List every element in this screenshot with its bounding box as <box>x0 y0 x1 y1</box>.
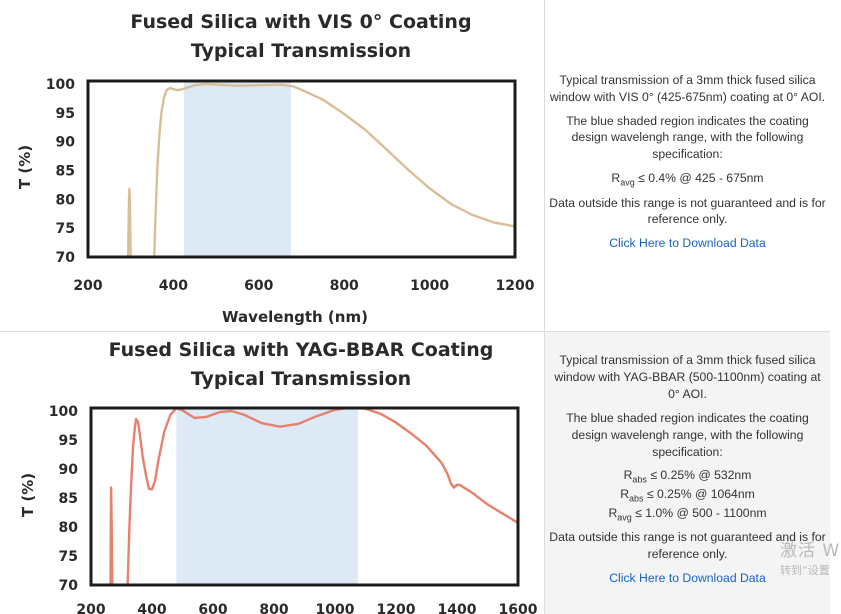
info-disclaimer: Data outside this range is not guarantee… <box>549 195 826 227</box>
os-activation-watermark: 激活 W 转到“设置 <box>780 536 840 578</box>
chart-title-line: Typical Transmission <box>191 368 411 390</box>
info-description: Typical transmission of a 3mm thick fuse… <box>549 72 826 104</box>
spec-value: ≤ 0.25% @ 1064nm <box>643 486 755 501</box>
y-tick-label: 70 <box>56 250 76 266</box>
y-tick-label: 75 <box>59 549 78 565</box>
x-axis-label: Wavelength (nm) <box>222 308 368 326</box>
y-tick-label: 75 <box>56 221 75 237</box>
spec-list: Rabs ≤ 0.25% @ 532nm Rabs ≤ 0.25% @ 1064n… <box>608 467 766 523</box>
x-tick-label: 200 <box>73 278 102 294</box>
spec-line: Rabs ≤ 0.25% @ 532nm <box>608 467 766 486</box>
x-tick-label: 800 <box>259 602 288 614</box>
y-tick-label: 95 <box>56 106 75 122</box>
spec-subscript: avg <box>620 177 635 188</box>
spec-subscript: abs <box>632 474 647 485</box>
spec-value: ≤ 1.0% @ 500 - 1100nm <box>631 505 767 520</box>
y-tick-label: 85 <box>56 164 75 180</box>
spec-value: ≤ 0.25% @ 532nm <box>646 468 752 483</box>
transmission-curve-segment <box>153 82 515 257</box>
transmission-curve-segment <box>109 486 114 585</box>
spec-subscript: abs <box>629 493 644 504</box>
x-tick-label: 200 <box>76 602 105 614</box>
chart-title-line: Typical Transmission <box>191 40 411 62</box>
download-data-link[interactable]: Click Here to Download Data <box>609 570 766 585</box>
coating-design-range-band <box>176 408 358 585</box>
spec-symbol: R <box>623 468 633 483</box>
x-tick-label: 400 <box>137 602 166 614</box>
download-data-link[interactable]: Click Here to Download Data <box>609 236 766 251</box>
x-tick-label: 600 <box>244 278 273 294</box>
spec-symbol: R <box>608 505 618 520</box>
x-tick-label: 1000 <box>316 602 355 614</box>
plot-frame <box>86 79 517 259</box>
y-tick-label: 100 <box>49 404 78 420</box>
x-tick-label: 400 <box>159 278 188 294</box>
info-disclaimer: Data outside this range is not guarantee… <box>549 530 826 561</box>
info-panel-vis: Typical transmission of a 3mm thick fuse… <box>545 0 830 331</box>
x-tick-label: 1000 <box>410 278 449 294</box>
info-description: Typical transmission of a 3mm thick fuse… <box>554 353 821 402</box>
info-shade-note: The blue shaded region indicates the coa… <box>566 410 809 459</box>
chart-cell-yag: Fused Silica with YAG-BBAR Coating Typica… <box>0 332 545 614</box>
spec-line: Ravg ≤ 0.4% @ 425 - 675nm <box>611 170 763 189</box>
x-tick-label: 1200 <box>496 278 535 294</box>
info-panel-yag: Typical transmission of a 3mm thick fuse… <box>545 332 830 614</box>
spec-line: Rabs ≤ 0.25% @ 1064nm <box>608 486 766 505</box>
x-tick-label: 1600 <box>499 602 538 614</box>
info-shade-note: The blue shaded region indicates the coa… <box>566 113 809 162</box>
chart-title-line: Fused Silica with VIS 0° Coating <box>130 11 471 33</box>
y-tick-label: 95 <box>59 433 78 449</box>
x-tick-label: 800 <box>330 278 359 294</box>
watermark-line-1: 激活 W <box>780 541 841 561</box>
chart-row-yag: Fused Silica with YAG-BBAR Coating Typica… <box>0 332 830 614</box>
y-tick-label: 100 <box>46 77 75 93</box>
page-edge <box>831 0 841 614</box>
y-tick-label: 80 <box>56 192 76 208</box>
spec-list: Ravg ≤ 0.4% @ 425 - 675nm <box>611 170 763 189</box>
x-tick-label: 1200 <box>377 602 416 614</box>
y-tick-label: 70 <box>59 578 79 594</box>
y-tick-label: 90 <box>56 135 76 151</box>
plot-frame <box>89 406 520 587</box>
vis-coating-transmission-chart: Fused Silica with VIS 0° Coating Typical … <box>16 11 535 326</box>
chart-row-vis: Fused Silica with VIS 0° Coating Typical … <box>0 0 830 332</box>
spec-value: ≤ 0.4% @ 425 - 675nm <box>634 171 764 186</box>
y-axis-label: T (%) <box>16 145 34 189</box>
chart-cell-vis: Fused Silica with VIS 0° Coating Typical … <box>0 0 545 331</box>
transmission-curve-segment <box>126 408 518 585</box>
x-tick-label: 1400 <box>438 602 477 614</box>
y-tick-label: 80 <box>59 520 79 536</box>
spec-line: Ravg ≤ 1.0% @ 500 - 1100nm <box>608 505 766 524</box>
yag-bbar-transmission-chart: Fused Silica with YAG-BBAR Coating Typica… <box>19 339 538 614</box>
spec-symbol: R <box>620 486 630 501</box>
transmission-curve-segment <box>126 187 132 257</box>
chart-title-line: Fused Silica with YAG-BBAR Coating <box>109 339 494 361</box>
x-tick-label: 600 <box>198 602 227 614</box>
spec-subscript: avg <box>617 511 632 522</box>
y-tick-label: 85 <box>59 491 78 507</box>
y-axis-label: T (%) <box>19 473 37 517</box>
watermark-line-2: 转到“设置 <box>780 564 830 577</box>
spec-symbol: R <box>611 171 621 186</box>
y-tick-label: 90 <box>59 462 79 478</box>
coating-design-range-band <box>184 81 291 257</box>
